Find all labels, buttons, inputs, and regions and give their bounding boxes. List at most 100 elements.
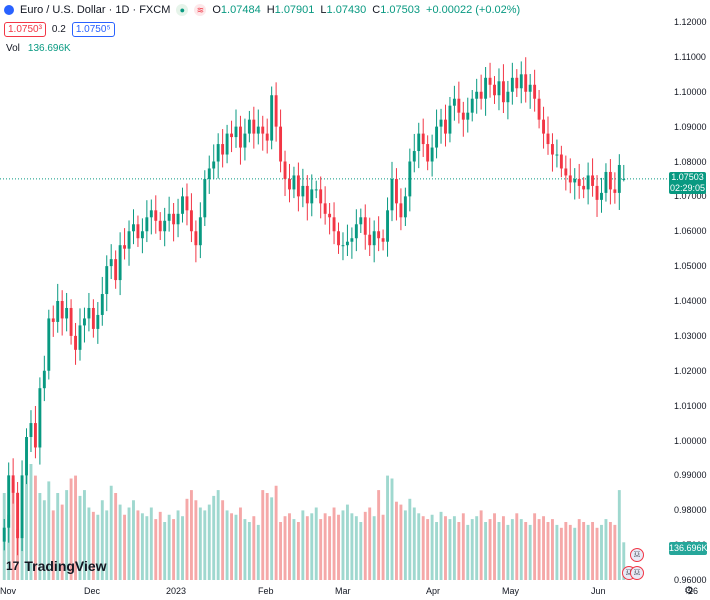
candle-body — [185, 196, 189, 211]
candle-body — [377, 231, 381, 239]
candle-body — [56, 301, 60, 322]
candle-body — [323, 203, 327, 214]
candle-body — [403, 196, 407, 218]
volume-bar — [537, 519, 541, 580]
candle-body — [163, 220, 167, 232]
candle-body — [78, 325, 82, 350]
candle-body — [408, 161, 412, 197]
candle-body — [328, 213, 332, 218]
market-open-icon[interactable]: ● — [176, 4, 189, 16]
currency-flag-icon — [4, 5, 14, 15]
candle-body — [283, 161, 287, 179]
candle-body — [100, 294, 104, 315]
spread-value: 0.2 — [51, 24, 66, 35]
time-axis-label: 2023 — [166, 586, 187, 596]
candle-body — [337, 231, 340, 246]
candle-body — [412, 151, 416, 162]
volume-bar — [256, 524, 260, 580]
candle-body — [479, 91, 483, 99]
candle-body — [390, 178, 394, 211]
tradingview-logo[interactable]: 17 TradingView — [6, 558, 107, 574]
volume-bar — [33, 475, 37, 580]
candle-body — [261, 126, 265, 134]
volume-bar — [323, 513, 327, 580]
volume-bar — [363, 511, 367, 580]
candle-body — [38, 388, 42, 448]
volume-bar — [417, 513, 421, 580]
candle-body — [194, 231, 198, 246]
candle-body — [564, 168, 568, 176]
volume-bar — [158, 511, 162, 580]
candle-body — [497, 81, 501, 96]
candle-body — [493, 84, 496, 96]
volume-bar — [234, 514, 238, 580]
volume-bar — [154, 519, 158, 580]
symbol-title[interactable]: Euro / U.S. Dollar · 1D · FXCM — [20, 4, 171, 16]
candle-body — [386, 210, 389, 242]
candle-body — [363, 217, 367, 235]
candle-body — [239, 126, 242, 148]
indicator-wave-icon[interactable]: ≋ — [194, 4, 207, 16]
volume-bar — [198, 507, 202, 580]
candle-body — [25, 437, 28, 476]
us-event-flag-icon[interactable]: 🇺 — [630, 566, 644, 580]
volume-bar — [207, 504, 211, 580]
settings-gear-icon[interactable]: ⚙ — [684, 585, 694, 597]
tradingview-logo-icon: 17 — [6, 559, 20, 573]
volume-value: 136.696K — [27, 43, 71, 54]
volume-bar — [118, 504, 122, 580]
volume-bar — [91, 511, 95, 580]
price-axis-label: 0.98000 — [674, 505, 707, 516]
volume-bar — [56, 493, 60, 580]
candle-body — [444, 119, 447, 134]
volume-bar — [470, 519, 474, 580]
volume-bar — [600, 524, 603, 580]
volume-bar — [283, 516, 287, 580]
volume-bar — [7, 514, 11, 580]
candle-body — [533, 84, 537, 99]
time-axis-label: 26 — [688, 586, 699, 596]
volume-bar — [288, 513, 291, 580]
candle-body — [114, 259, 118, 281]
volume-bar — [65, 490, 69, 580]
candle-body — [368, 234, 372, 246]
candle-body — [207, 168, 211, 179]
volume-bar — [176, 510, 180, 580]
volume-bar — [573, 527, 577, 580]
candle-body — [452, 98, 456, 106]
candle-body — [198, 217, 202, 246]
candle-body — [270, 95, 274, 141]
volume-bar — [350, 513, 354, 580]
candle-body — [96, 314, 100, 329]
volume-bar — [435, 522, 439, 580]
us-event-flag-icon[interactable]: 🇺 — [630, 548, 644, 562]
candle-body — [439, 119, 443, 127]
candle-body — [279, 126, 283, 162]
volume-bar — [479, 510, 483, 580]
volume-bar — [337, 514, 340, 580]
candle-body — [140, 231, 144, 239]
volume-bar — [105, 510, 109, 580]
volume-bar — [377, 490, 381, 580]
candle-body — [555, 154, 559, 156]
candle-body — [608, 171, 612, 190]
volume-bar — [181, 516, 184, 580]
volume-bar — [83, 490, 86, 580]
volume-bar — [466, 524, 470, 580]
candle-body — [470, 98, 474, 113]
volume-bar — [194, 500, 198, 580]
sell-button[interactable]: 1.0750³ — [4, 22, 46, 37]
candle-body — [69, 307, 73, 336]
candle-body — [350, 238, 354, 242]
candle-body — [136, 224, 140, 239]
volume-label[interactable]: Vol — [6, 43, 20, 54]
volume-bar — [475, 516, 479, 580]
candle-body — [421, 133, 425, 145]
volume-bar — [270, 497, 274, 580]
volume-bar — [519, 519, 523, 580]
candle-body — [305, 185, 309, 204]
price-axis-label: 1.03000 — [674, 330, 707, 341]
volume-bar — [617, 490, 621, 580]
buy-button[interactable]: 1.0750⁵ — [71, 22, 115, 37]
